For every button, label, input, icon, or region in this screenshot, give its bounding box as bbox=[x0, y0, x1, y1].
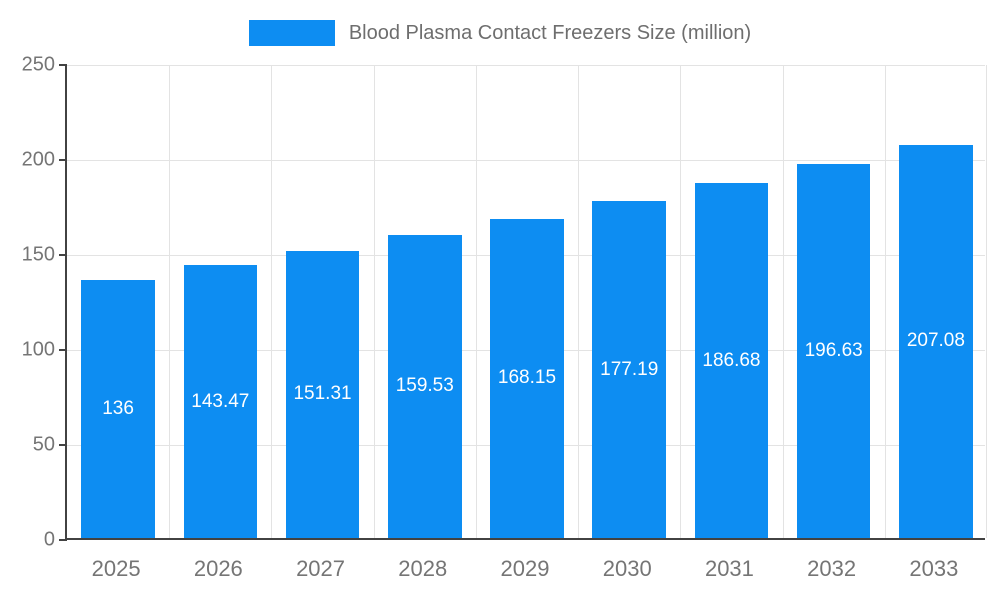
gridline-horizontal bbox=[67, 160, 985, 161]
gridline-vertical bbox=[986, 65, 987, 538]
bar-2031: 186.68 bbox=[694, 183, 769, 538]
y-tick-mark bbox=[59, 539, 67, 541]
y-tick-label: 50 bbox=[32, 433, 55, 456]
bar-2026: 143.47 bbox=[183, 265, 258, 538]
y-tick-label: 150 bbox=[21, 243, 55, 266]
bar-value-label: 159.53 bbox=[395, 375, 454, 397]
bar-value-label: 168.15 bbox=[497, 367, 557, 389]
x-tick-label-2030: 2030 bbox=[602, 556, 652, 581]
gridline-vertical bbox=[475, 65, 477, 538]
bar-2030: 177.19 bbox=[592, 201, 667, 538]
gridline-vertical bbox=[373, 65, 375, 538]
gridline-vertical bbox=[169, 65, 171, 538]
gridline-vertical bbox=[680, 65, 682, 538]
x-tick-label-2031: 2031 bbox=[704, 556, 754, 581]
x-tick-label-2032: 2032 bbox=[807, 556, 857, 581]
x-tick-label-2028: 2028 bbox=[398, 556, 448, 581]
gridline-vertical bbox=[782, 65, 784, 538]
y-tick-mark bbox=[59, 444, 67, 446]
y-tick-label: 200 bbox=[21, 148, 55, 171]
bar-value-label: 143.47 bbox=[191, 390, 250, 412]
bar-2032: 196.63 bbox=[796, 164, 871, 538]
bar-2033: 207.08 bbox=[899, 144, 973, 538]
chart-title: Blood Plasma Contact Freezers Size (mill… bbox=[348, 21, 752, 44]
x-tick-label-2027: 2027 bbox=[296, 556, 346, 581]
chart-legend[interactable]: Blood Plasma Contact Freezers Size (mill… bbox=[0, 18, 1000, 48]
y-tick-label: 250 bbox=[21, 53, 55, 76]
x-tick-label-2025: 2025 bbox=[91, 556, 141, 581]
gridline-vertical bbox=[271, 65, 273, 538]
bar-value-label: 151.31 bbox=[293, 383, 352, 405]
y-tick-mark bbox=[59, 254, 67, 256]
plot-area: 136 143.47 151.31 159.53 168.15 177.19 186.68 1… bbox=[59, 64, 987, 541]
bar-value-label: 196.63 bbox=[804, 340, 863, 362]
x-tick-label-2033: 2033 bbox=[909, 556, 959, 581]
bar-value-label: 136 bbox=[102, 397, 134, 419]
legend-swatch[interactable] bbox=[248, 20, 335, 46]
x-tick-label-2026: 2026 bbox=[193, 556, 243, 581]
y-tick-label: 100 bbox=[21, 338, 55, 361]
y-tick-mark bbox=[59, 349, 67, 351]
gridline-horizontal bbox=[67, 65, 985, 66]
x-tick-label-2029: 2029 bbox=[500, 556, 550, 581]
bar-2028: 159.53 bbox=[387, 234, 462, 538]
y-tick-mark bbox=[59, 159, 67, 161]
gridline-vertical bbox=[884, 65, 886, 538]
bar-value-label: 186.68 bbox=[702, 349, 761, 371]
bar-value-label: 177.19 bbox=[600, 358, 659, 380]
bar-2025: 136 bbox=[81, 279, 155, 538]
bar-2029: 168.15 bbox=[490, 218, 564, 538]
y-tick-mark bbox=[59, 64, 67, 66]
y-tick-label: 0 bbox=[43, 528, 55, 551]
bar-value-label: 207.08 bbox=[906, 330, 965, 352]
bar-2027: 151.31 bbox=[285, 250, 360, 538]
gridline-vertical bbox=[578, 65, 580, 538]
